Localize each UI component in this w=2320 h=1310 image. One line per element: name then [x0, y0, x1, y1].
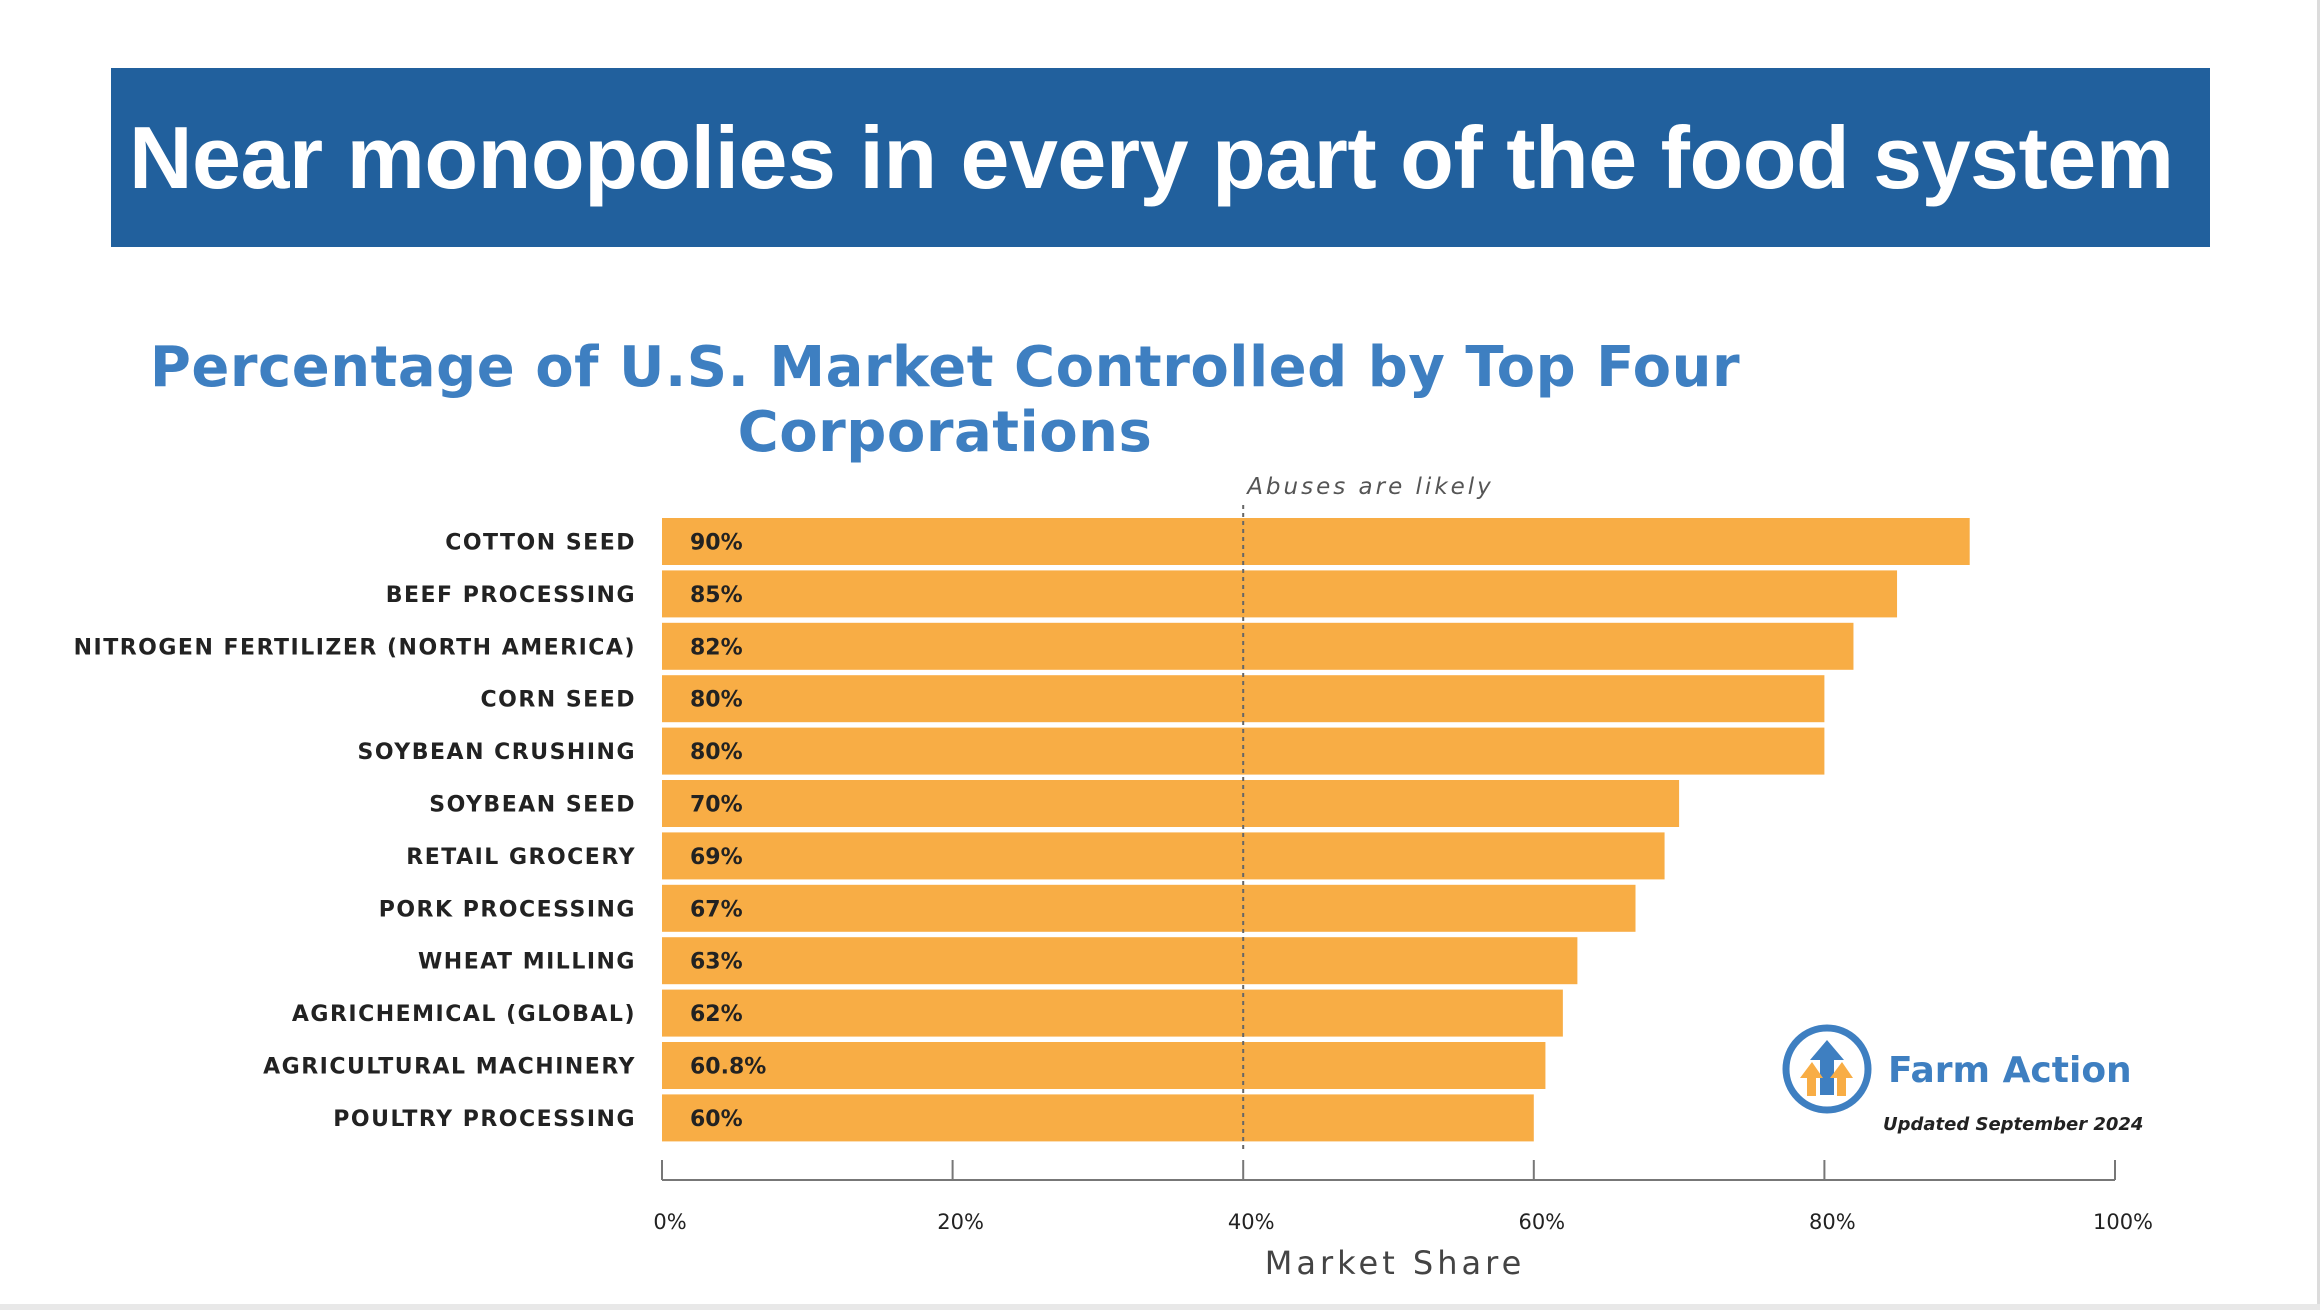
x-tick-label: 100% — [2093, 1210, 2153, 1234]
x-tick-label: 20% — [937, 1210, 984, 1234]
threshold-layer: Abuses are likely — [1242, 474, 1494, 1152]
category-label: CORN SEED — [480, 688, 636, 713]
value-label: 60.8% — [690, 1055, 766, 1080]
x-axis-title: Market Share — [1265, 1244, 1526, 1282]
bars-layer — [662, 518, 1970, 1142]
x-tick-label: 80% — [1809, 1210, 1856, 1234]
farm-action-logo: Farm Action Updated September 2024 — [1782, 1024, 2143, 1135]
bar — [662, 780, 1680, 827]
value-label: 60% — [690, 1107, 743, 1132]
labels-layer: COTTON SEED 90% BEEF PROCESSING 85% NITROGEN… — [74, 531, 767, 1132]
x-tick-label: 60% — [1518, 1210, 1565, 1234]
right-edge — [2317, 0, 2320, 1310]
logo-name: Farm Action — [1888, 1050, 2132, 1091]
category-label: SOYBEAN SEED — [429, 793, 636, 818]
value-label: 80% — [690, 688, 743, 713]
value-label: 63% — [690, 950, 743, 975]
bar — [662, 518, 1970, 565]
bar — [662, 884, 1636, 932]
value-label: 80% — [690, 740, 743, 765]
bar — [662, 989, 1563, 1037]
category-label: POULTRY PROCESSING — [333, 1107, 636, 1132]
page-title: Near monopolies in every part of the foo… — [129, 107, 2174, 207]
title-banner: Near monopolies in every part of the foo… — [111, 68, 2210, 247]
bar — [662, 727, 1825, 775]
chart-title: Percentage of U.S. Market Controlled by … — [149, 335, 1741, 465]
x-tick-label: 0% — [653, 1210, 686, 1234]
bar — [662, 1042, 1546, 1089]
value-label: 70% — [690, 793, 743, 818]
category-label: COTTON SEED — [445, 531, 636, 556]
category-label: AGRICHEMICAL (GLOBAL) — [292, 1002, 636, 1027]
value-label: 62% — [690, 1002, 743, 1027]
category-label: BEEF PROCESSING — [386, 583, 636, 608]
x-tick-label: 40% — [1228, 1210, 1275, 1234]
value-label: 69% — [690, 845, 743, 870]
bar — [662, 1094, 1534, 1142]
threshold-label: Abuses are likely — [1245, 474, 1494, 500]
category-label: WHEAT MILLING — [418, 950, 636, 975]
category-label: SOYBEAN CRUSHING — [358, 740, 636, 765]
value-label: 85% — [690, 583, 743, 608]
bottom-edge — [0, 1304, 2320, 1310]
category-label: RETAIL GROCERY — [406, 845, 636, 870]
bar — [662, 622, 1854, 670]
logo-updated: Updated September 2024 — [1883, 1114, 2143, 1135]
x-axis: 0% 20% 40% 60% 80% 100% Market Share — [653, 1160, 2153, 1282]
logo-arrows — [1800, 1040, 1853, 1096]
bar — [662, 832, 1665, 880]
bar — [662, 937, 1578, 985]
farm-action-arrow-icon — [1782, 1024, 1872, 1114]
value-label: 67% — [690, 897, 743, 922]
category-label: PORK PROCESSING — [379, 897, 636, 922]
value-label: 82% — [690, 635, 743, 660]
category-label: NITROGEN FERTILIZER (NORTH AMERICA) — [74, 635, 636, 660]
category-label: AGRICULTURAL MACHINERY — [263, 1055, 636, 1080]
value-label: 90% — [690, 531, 743, 556]
bar — [662, 570, 1898, 618]
